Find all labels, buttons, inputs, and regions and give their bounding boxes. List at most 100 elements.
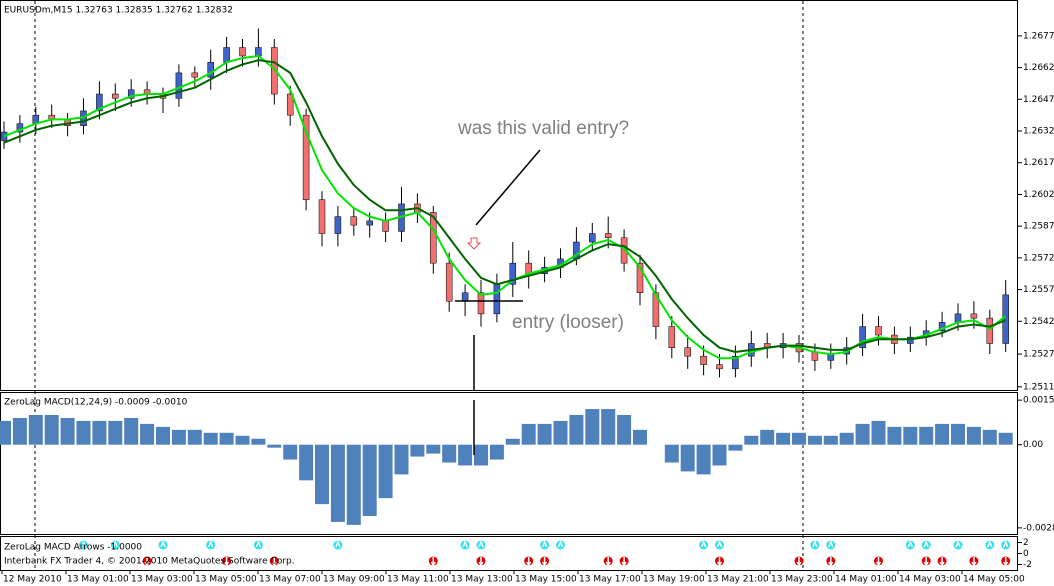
arrow-glyph (605, 557, 611, 567)
arrow-glyph (812, 539, 818, 548)
arrow-glyph (335, 539, 341, 548)
arrow-glyph (526, 557, 532, 567)
arrow-glyph (907, 539, 913, 548)
candle-body (223, 47, 230, 63)
histogram-bar (728, 444, 743, 451)
arrow-dot (79, 540, 88, 550)
up-arrow (476, 539, 486, 550)
y-tick-label: 1.25875 (1023, 222, 1054, 232)
candle-body (318, 199, 326, 234)
histogram-bar (489, 444, 504, 460)
arrow-glyph (160, 539, 166, 548)
histogram-bar (410, 444, 425, 457)
histogram-bar (537, 423, 552, 445)
histogram-bar (871, 420, 886, 445)
histogram-bar (760, 429, 775, 445)
plot: 1.26775 1.26625 1.26475 1.26325 1.26175 1.260… (0, 28, 1054, 585)
candle-body (684, 347, 691, 357)
down-arrow (524, 556, 534, 567)
histogram-bar (140, 423, 155, 445)
price-title: EURUSDm,M15 1.32763 1.32835 1.32762 1.32… (4, 6, 233, 16)
y-tick-label: 0 (1023, 549, 1029, 559)
up-arrow (810, 539, 820, 550)
arrow-glyph (700, 539, 707, 548)
candle-body (239, 47, 246, 57)
histogram-bar (235, 435, 250, 445)
arrow-glyph (1003, 557, 1009, 567)
candle-body (445, 262, 453, 302)
up-arrow (921, 539, 931, 550)
annotation: entry (looser) (512, 312, 624, 333)
x-tick-label: 13 May 09:00 (323, 575, 385, 585)
histogram-bar (362, 444, 377, 516)
candle-body (859, 326, 866, 348)
down-arrow (969, 556, 979, 567)
down-arrow (921, 556, 931, 567)
histogram-bar (601, 409, 616, 445)
candle-body (430, 212, 437, 264)
candle-body (652, 292, 660, 327)
candle-body (96, 93, 103, 112)
arrow-dot (699, 540, 709, 550)
candle-body (350, 216, 358, 226)
up-arrow (1001, 539, 1011, 550)
arrow-dot (460, 540, 470, 550)
arrow-glyph (828, 539, 834, 548)
histogram-bar (426, 444, 441, 454)
arrow-glyph (478, 557, 484, 567)
arrow-glyph (430, 557, 436, 567)
histogram-bar (744, 435, 759, 445)
up-arrow (540, 539, 550, 550)
arrow-glyph (80, 539, 87, 548)
candle-body (1002, 294, 1009, 344)
arrow-glyph (462, 539, 468, 548)
candle-body (493, 284, 501, 315)
down-arrow (428, 556, 438, 567)
y-tick-label: 1.26475 (1023, 95, 1054, 105)
arrow-dot (921, 540, 931, 550)
histogram-bar (982, 429, 997, 445)
histogram-bar (394, 444, 409, 475)
histogram-bar (346, 444, 361, 525)
histogram-bar (776, 432, 791, 445)
histogram-bar (219, 432, 234, 445)
candle-body (732, 355, 739, 370)
histogram-bar (315, 444, 329, 505)
candle-body (255, 47, 262, 57)
y-tick-label: 0.0015 (1023, 396, 1054, 406)
candle-body (366, 220, 373, 226)
arrow-glyph (875, 557, 882, 567)
histogram-bar (633, 429, 647, 445)
histogram-bar (28, 414, 43, 445)
candle-body (286, 93, 294, 116)
x-tick-label: 13 May 05:00 (195, 575, 257, 585)
x-tick-label: 13 May 19:00 (643, 575, 705, 585)
histogram-bar (887, 426, 902, 445)
arrow-glyph (939, 557, 945, 567)
macd-panel (0, 392, 1018, 535)
histogram-bar (585, 409, 600, 445)
histogram-bar (267, 444, 282, 448)
x-tick-label: 14 May 03:00 (899, 575, 961, 585)
arrow-dot (953, 540, 963, 550)
candle-body (986, 317, 994, 344)
histogram-bar (187, 429, 202, 445)
histogram-bar (998, 432, 1013, 445)
x-tick-label: 13 May 01:00 (67, 575, 129, 585)
up-arrow (826, 539, 836, 550)
macd-title: ZeroLag MACD(12,24,9) -0.0009 -0.0010 (4, 398, 188, 408)
arrow-dot (985, 540, 995, 550)
arrow-dot (905, 540, 915, 550)
arrow-glyph (144, 557, 150, 567)
histogram-bar (0, 420, 11, 445)
y-tick-label: 1.26025 (1023, 190, 1054, 200)
arrow-dot (158, 540, 168, 550)
arrow-glyph (478, 539, 484, 548)
down-arrow (476, 556, 486, 567)
up-arrow (158, 539, 168, 550)
up-arrow (79, 539, 88, 550)
y-tick-label: 1.26175 (1023, 158, 1054, 168)
y-tick-label: 1.25425 (1023, 317, 1054, 327)
signal-arrow (466, 237, 482, 250)
